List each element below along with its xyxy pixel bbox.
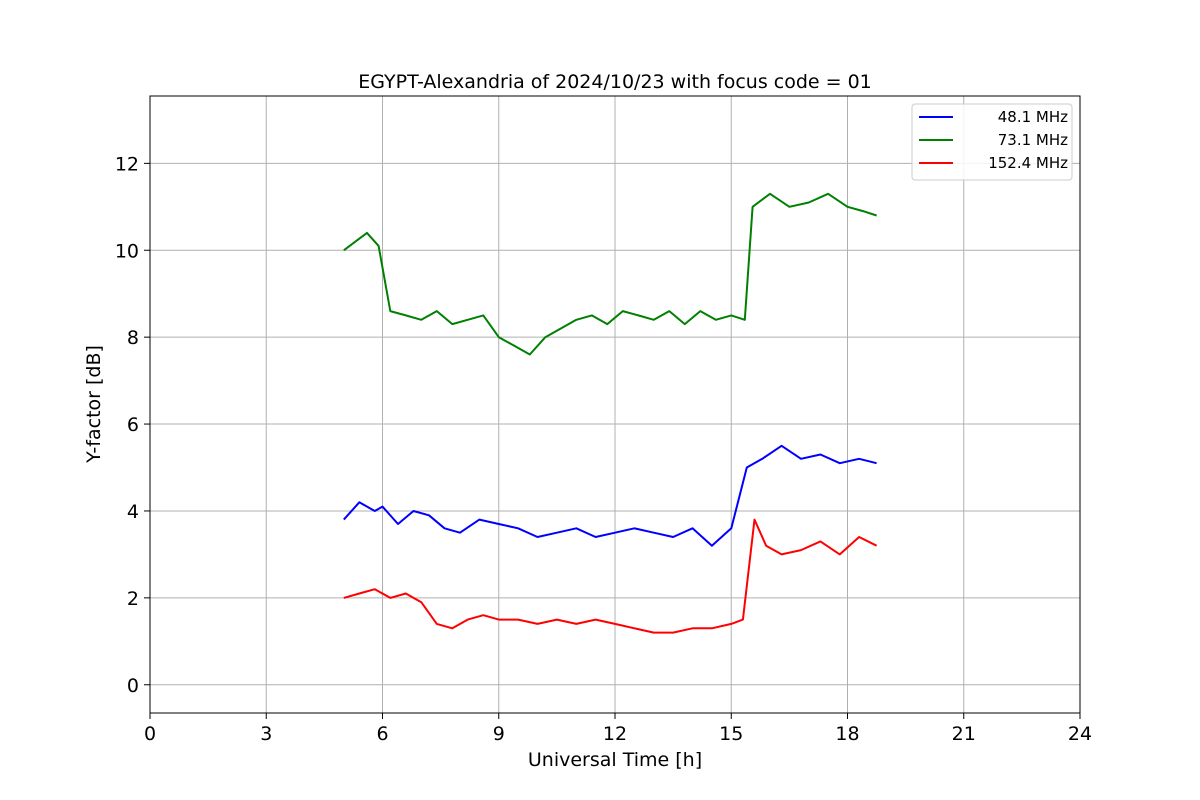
x-tick-label: 12 <box>603 723 627 745</box>
x-tick-label: 0 <box>144 723 156 745</box>
series-line-2 <box>343 518 878 634</box>
x-tick-label: 15 <box>719 723 743 745</box>
chart-title: EGYPT-Alexandria of 2024/10/23 with focu… <box>358 71 872 93</box>
series-line-1 <box>343 192 877 356</box>
x-axis-label: Universal Time [h] <box>528 749 702 771</box>
y-axis-label: Y-factor [dB] <box>83 345 105 464</box>
legend-label-0: 48.1 MHz <box>998 108 1068 126</box>
y-tick-label: 4 <box>127 501 139 523</box>
y-tick-label: 6 <box>127 414 139 436</box>
x-tick-label: 9 <box>493 723 505 745</box>
y-tick-label: 8 <box>127 327 139 349</box>
x-tick-label: 3 <box>260 723 272 745</box>
legend-label-2: 152.4 MHz <box>988 154 1068 172</box>
grid <box>149 96 1081 713</box>
y-tick-label: 10 <box>115 240 139 262</box>
legend-box <box>911 103 1073 181</box>
x-tick-label: 6 <box>376 723 388 745</box>
legend: 48.1 MHz 73.1 MHz 152.4 MHz <box>911 103 1073 181</box>
series-layer <box>343 192 878 634</box>
x-tick-label: 21 <box>952 723 976 745</box>
series-line-0 <box>343 444 877 547</box>
y-tick-label: 12 <box>115 153 139 175</box>
y-tick-label: 2 <box>127 588 139 610</box>
x-tick-label: 18 <box>835 723 859 745</box>
x-tick-label: 24 <box>1068 723 1092 745</box>
y-tick-label: 0 <box>127 675 139 697</box>
legend-label-1: 73.1 MHz <box>998 131 1068 149</box>
